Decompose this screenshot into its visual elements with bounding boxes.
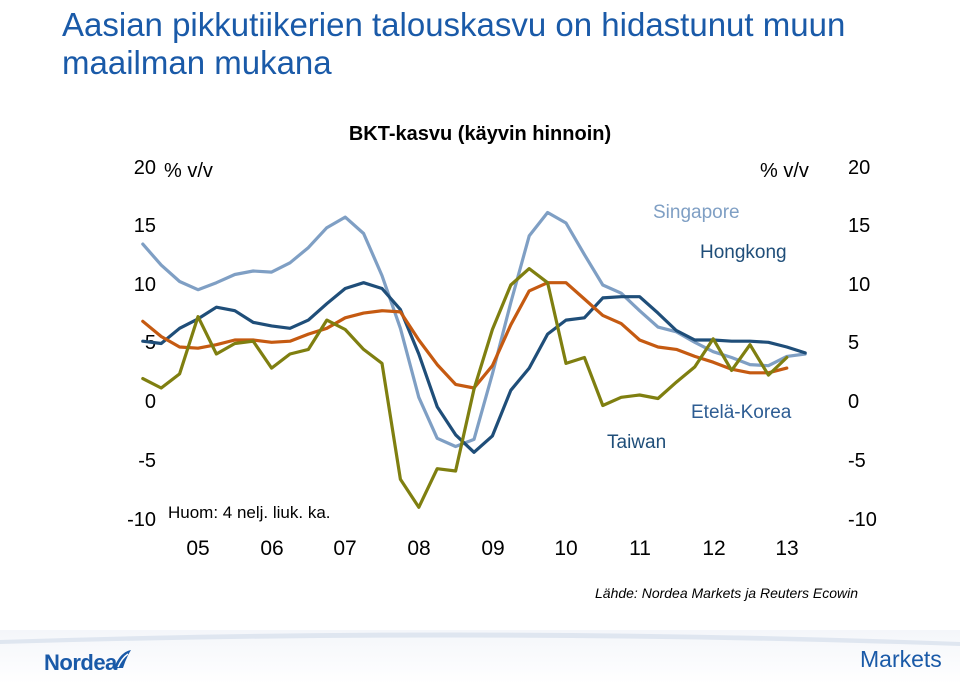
y-tick-left: 20 bbox=[133, 157, 156, 179]
x-tick: 11 bbox=[629, 537, 651, 560]
markets-brand: Markets bbox=[860, 646, 942, 672]
y-tick-left: 10 bbox=[133, 274, 156, 296]
nordea-logo: Nordea bbox=[44, 650, 117, 675]
y-tick-right: -10 bbox=[848, 509, 877, 531]
y-tick-left: 15 bbox=[133, 215, 156, 237]
series-label-singapore: Singapore bbox=[653, 202, 740, 223]
series-label-hongkong: Hongkong bbox=[700, 242, 787, 263]
series-label-taiwan: Taiwan bbox=[607, 432, 667, 453]
y-tick-right: 15 bbox=[848, 215, 871, 237]
x-tick: 12 bbox=[702, 537, 726, 560]
series-line-hongkong bbox=[141, 281, 807, 454]
footer-swoosh bbox=[0, 632, 960, 646]
series-line-singapore bbox=[141, 210, 807, 449]
y-tick-left: -10 bbox=[127, 509, 156, 531]
x-tick: 07 bbox=[333, 537, 357, 560]
y-tick-right: 0 bbox=[848, 391, 860, 413]
chart-note: Huom: 4 nelj. liuk. ka. bbox=[168, 503, 331, 522]
x-tick: 06 bbox=[260, 537, 284, 560]
y-tick-left: 0 bbox=[144, 391, 156, 413]
y-axis-unit-right: % v/v bbox=[760, 160, 809, 182]
y-tick-right: -5 bbox=[848, 450, 866, 472]
x-tick: 13 bbox=[775, 537, 799, 560]
y-tick-right: 20 bbox=[848, 157, 871, 179]
series-line-taiwan bbox=[141, 267, 789, 509]
nordea-sail-icon bbox=[114, 650, 131, 668]
chart-title: BKT-kasvu (käyvin hinnoin) bbox=[348, 123, 612, 145]
x-tick: 05 bbox=[186, 537, 210, 560]
y-axis-unit-left: % v/v bbox=[164, 160, 213, 182]
y-tick-right: 5 bbox=[848, 332, 860, 354]
source-note: Lähde: Nordea Markets ja Reuters Ecowin bbox=[595, 585, 859, 601]
series-label-korea: Etelä-Korea bbox=[691, 402, 792, 423]
x-tick: 10 bbox=[554, 537, 578, 560]
y-tick-right: 10 bbox=[848, 274, 871, 296]
x-tick: 08 bbox=[407, 537, 431, 560]
y-tick-left: -5 bbox=[138, 450, 156, 472]
slide-title: Aasian pikkutiikerien talouskasvu on hid… bbox=[62, 6, 846, 81]
x-tick: 09 bbox=[481, 537, 505, 560]
